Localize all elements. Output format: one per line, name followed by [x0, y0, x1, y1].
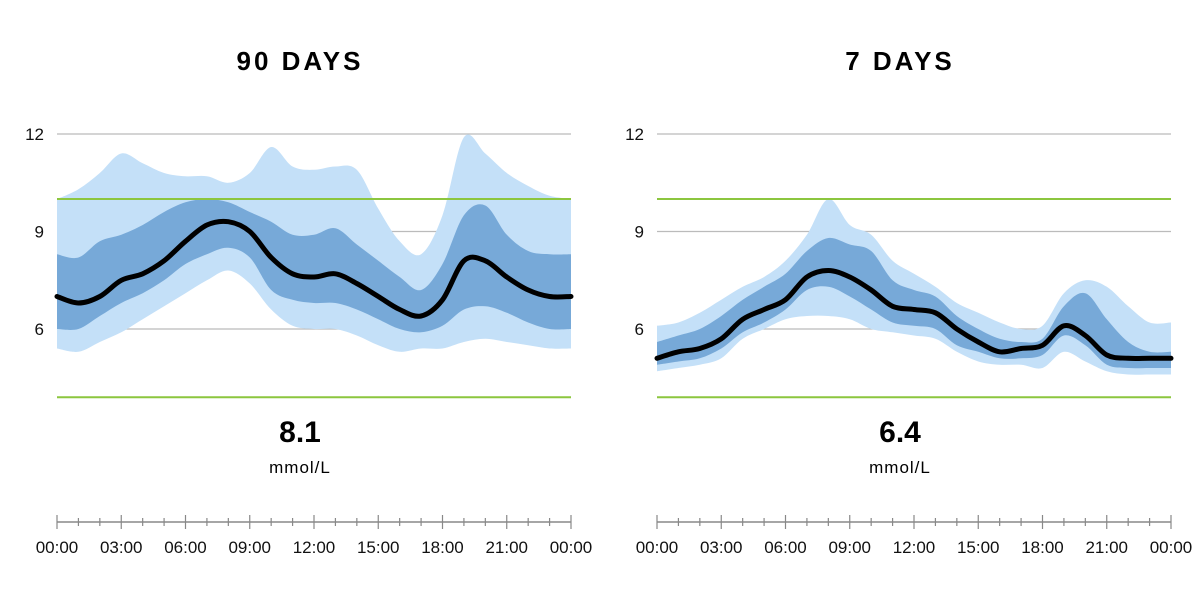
- y-tick-label: 6: [35, 320, 44, 339]
- median-line: [654, 268, 1174, 362]
- median-line: [54, 218, 574, 319]
- x-tick-label: 12:00: [893, 538, 936, 557]
- agp-chart-svg: 12 9 6 00:00 03:00 06:00 09:00 12:00 15:00 18:00 2…: [625, 125, 1193, 557]
- x-tick-label: 00:00: [550, 538, 593, 557]
- y-tick-label: 9: [35, 223, 44, 242]
- x-tick-label: 21:00: [485, 538, 528, 557]
- y-tick-label: 9: [635, 223, 644, 242]
- x-tick-label: 15:00: [957, 538, 1000, 557]
- average-unit: mmol/L: [269, 458, 331, 477]
- chart-panel-90-days: 90 DAYS 12 9 6 00:00 03:00 06:00 09:00 12:00 15:…: [25, 46, 593, 557]
- x-tick-label: 18:00: [1021, 538, 1064, 557]
- x-tick-label: 09:00: [828, 538, 871, 557]
- y-tick-label: 6: [635, 320, 644, 339]
- x-tick-label: 15:00: [357, 538, 400, 557]
- x-tick-label: 03:00: [100, 538, 143, 557]
- x-tick-label: 09:00: [228, 538, 271, 557]
- chart-panel-7-days: 7 DAYS 12 9 6 00:00 03:00 06:00 09:00 12:00 15:0…: [600, 0, 1200, 600]
- average-unit: mmol/L: [869, 458, 931, 477]
- chart-title: 7 DAYS: [845, 46, 955, 76]
- average-value: 8.1: [279, 416, 321, 449]
- y-tick-label: 12: [25, 125, 44, 144]
- x-tick-label: 03:00: [700, 538, 743, 557]
- x-tick-label: 12:00: [293, 538, 336, 557]
- chart-title: 90 DAYS: [236, 46, 364, 76]
- x-tick-label: 18:00: [421, 538, 464, 557]
- x-tick-label: 00:00: [1150, 538, 1193, 557]
- interquartile-band: [657, 237, 1171, 369]
- x-tick-label: 06:00: [164, 538, 207, 557]
- y-tick-label: 12: [625, 125, 644, 144]
- average-value: 6.4: [879, 416, 921, 449]
- x-tick-label: 00:00: [36, 538, 79, 557]
- agp-chart-svg: 12 9 6 00:00 03:00 06:00 09:00 12:00 15:00 18:00 2…: [25, 125, 593, 557]
- x-tick-label: 00:00: [636, 538, 679, 557]
- outer-percentile-band: [657, 198, 1171, 375]
- x-tick-label: 21:00: [1085, 538, 1128, 557]
- x-tick-label: 06:00: [764, 538, 807, 557]
